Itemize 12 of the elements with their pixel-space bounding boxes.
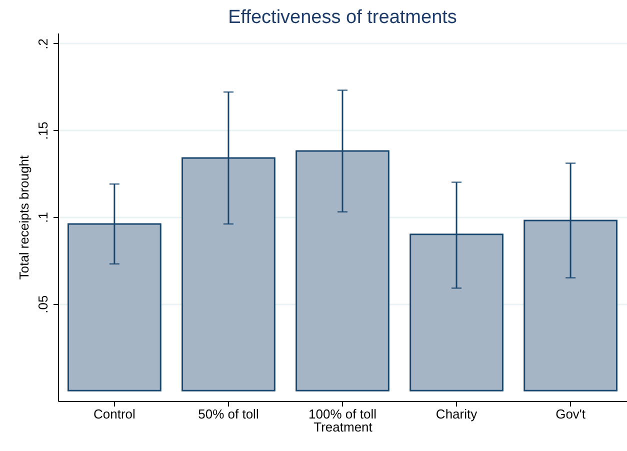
x-tick-label: 100% of toll xyxy=(308,406,377,422)
y-tick-label: .1 xyxy=(36,212,50,223)
x-tick-label: 50% of toll xyxy=(198,406,259,422)
chart-title: Effectiveness of treatments xyxy=(228,7,457,28)
x-tick-label: Charity xyxy=(436,406,478,422)
y-tick-label: .2 xyxy=(36,38,50,50)
y-tick-label: .05 xyxy=(36,295,50,314)
x-axis-title: Treatment xyxy=(314,420,373,434)
x-tick-label: Gov't xyxy=(556,406,586,422)
y-axis-title: Total receipts brought xyxy=(16,154,32,280)
x-tick-label: Control xyxy=(93,406,136,422)
y-tick-label: .15 xyxy=(36,122,50,140)
